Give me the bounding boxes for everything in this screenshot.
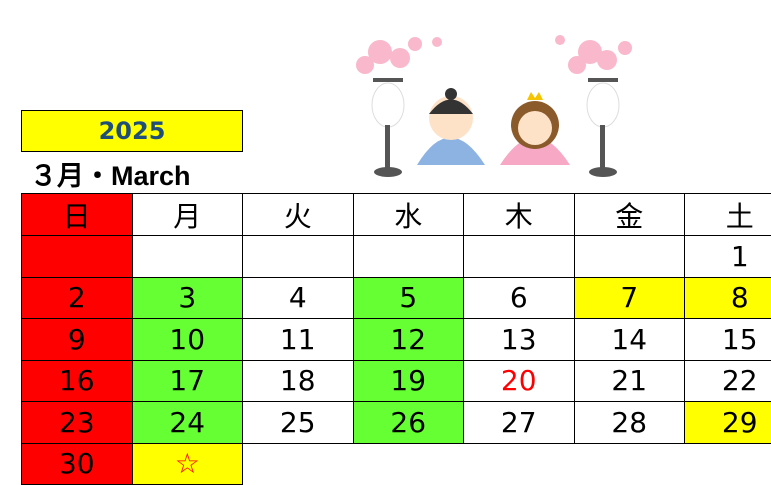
- day-cell: ☆: [132, 443, 244, 485]
- year-label: 2025: [21, 110, 243, 152]
- weekday-header: 日: [21, 193, 133, 236]
- weekday-header: 金: [574, 193, 686, 236]
- day-cell: [574, 235, 686, 278]
- day-cell: 18: [242, 360, 354, 403]
- day-cell: 28: [574, 401, 686, 444]
- day-cell: 15: [684, 318, 771, 361]
- day-cell: 2: [21, 277, 133, 320]
- day-cell: 30: [21, 443, 133, 485]
- day-cell: 20: [463, 360, 575, 403]
- day-cell: 5: [353, 277, 465, 320]
- day-cell: 12: [353, 318, 465, 361]
- day-cell: 27: [463, 401, 575, 444]
- day-cell: 24: [132, 401, 244, 444]
- day-cell: 3: [132, 277, 244, 320]
- day-cell: 13: [463, 318, 575, 361]
- day-cell: 8: [684, 277, 771, 320]
- day-cell: 10: [132, 318, 244, 361]
- weekday-header: 月: [132, 193, 244, 236]
- day-cell: 29: [684, 401, 771, 444]
- day-cell: 21: [574, 360, 686, 403]
- day-cell: 17: [132, 360, 244, 403]
- hina-illustration: [345, 30, 645, 190]
- day-cell: 11: [242, 318, 354, 361]
- day-cell: [463, 235, 575, 278]
- weekday-header: 火: [242, 193, 354, 236]
- day-cell: [242, 235, 354, 278]
- weekday-header: 土: [684, 193, 771, 236]
- day-cell: 25: [242, 401, 354, 444]
- day-cell: 7: [574, 277, 686, 320]
- day-cell: [21, 235, 133, 278]
- day-cell: 22: [684, 360, 771, 403]
- day-cell: 14: [574, 318, 686, 361]
- day-cell: 16: [21, 360, 133, 403]
- day-cell: 1: [684, 235, 771, 278]
- day-cell: 6: [463, 277, 575, 320]
- weekday-header: 木: [463, 193, 575, 236]
- month-title: ３月・March: [30, 154, 191, 193]
- day-cell: 19: [353, 360, 465, 403]
- day-cell: 9: [21, 318, 133, 361]
- day-cell: 26: [353, 401, 465, 444]
- day-cell: 23: [21, 401, 133, 444]
- day-cell: [353, 235, 465, 278]
- day-cell: [132, 235, 244, 278]
- day-cell: 4: [242, 277, 354, 320]
- weekday-header: 水: [353, 193, 465, 236]
